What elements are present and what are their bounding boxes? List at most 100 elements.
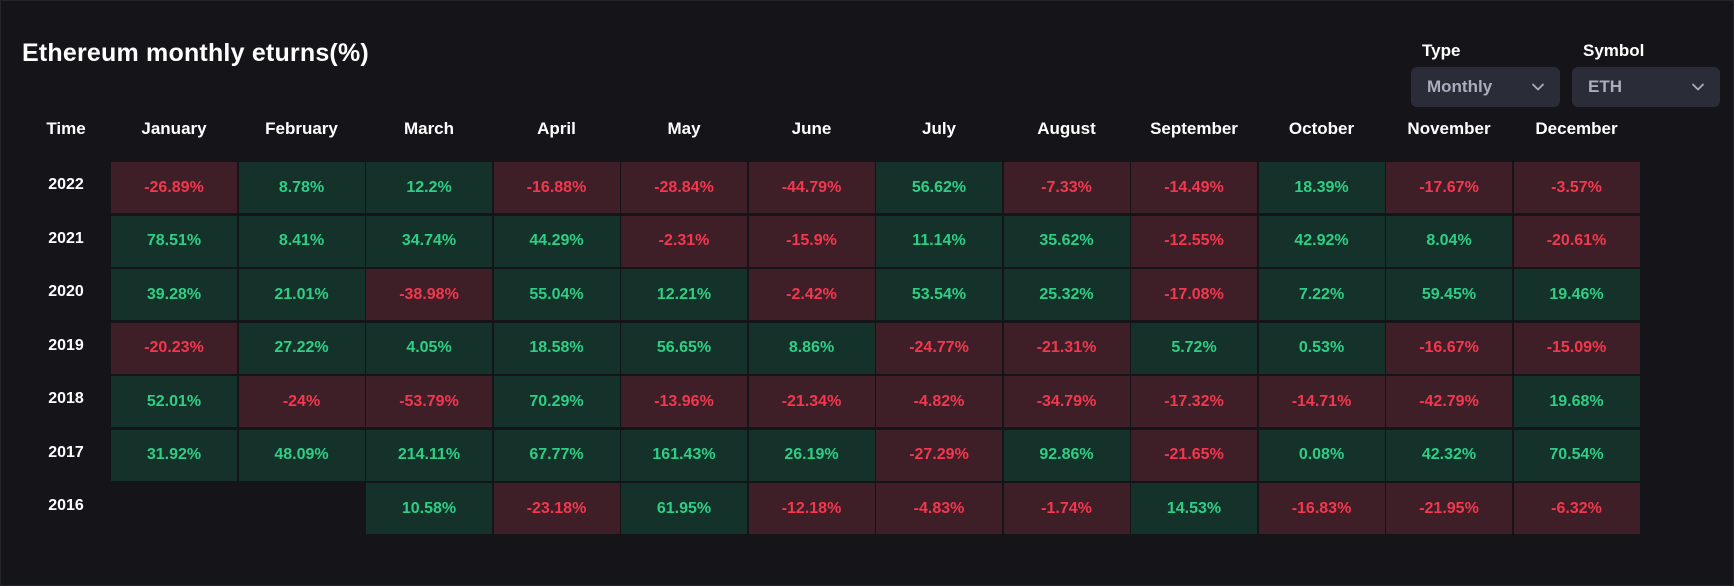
return-cell: 214.11% (366, 429, 492, 481)
return-cell: 10.58% (366, 483, 492, 534)
month-column-header: April (537, 119, 576, 138)
return-cell: 21.01% (238, 269, 365, 320)
return-cell (111, 483, 237, 534)
return-cell: -17.67% (1386, 162, 1512, 213)
return-cell: -44.79% (748, 162, 875, 213)
return-cell: -24.77% (876, 322, 1002, 374)
return-cell: 11.14% (876, 215, 1002, 267)
return-cell: -16.67% (1386, 322, 1512, 374)
return-cell: -21.65% (1131, 429, 1257, 481)
type-select-value: Monthly (1427, 77, 1493, 96)
return-cell: 8.86% (748, 322, 875, 374)
page-title: Ethereum monthly eturns(%) (22, 39, 369, 67)
return-cell: -21.95% (1386, 483, 1512, 534)
symbol-select-value: ETH (1588, 77, 1622, 96)
return-cell: -23.18% (493, 483, 620, 534)
return-cell: -14.49% (1131, 162, 1257, 213)
return-cell: 7.22% (1258, 269, 1385, 320)
return-cell (239, 483, 365, 534)
return-cell: 56.65% (621, 322, 747, 374)
return-cell: 26.19% (748, 429, 875, 481)
return-cell: -1.74% (1003, 483, 1130, 534)
return-cell: 52.01% (111, 376, 237, 427)
return-cell: -16.88% (493, 162, 620, 213)
month-column-header: December (1535, 119, 1618, 138)
return-cell: -34.79% (1003, 376, 1130, 427)
return-cell: -26.89% (111, 162, 237, 213)
month-column-header: July (921, 119, 957, 138)
return-cell: -4.82% (876, 376, 1002, 427)
return-cell: 12.2% (366, 162, 492, 213)
year-label: 2020 (48, 283, 84, 300)
return-cell: -4.83% (876, 483, 1002, 534)
return-cell: -14.71% (1258, 376, 1385, 427)
year-label: 2019 (48, 336, 84, 354)
return-cell: 67.77% (493, 429, 620, 481)
year-label: 2018 (48, 390, 84, 407)
month-column-header: January (141, 119, 207, 138)
return-cell: -3.57% (1513, 162, 1640, 213)
month-column-header: June (791, 119, 832, 138)
chevron-down-icon (1530, 79, 1546, 95)
return-cell: -15.09% (1513, 322, 1640, 374)
return-cell: 48.09% (238, 429, 365, 481)
return-cell: -13.96% (621, 376, 747, 427)
return-cell: -6.32% (1513, 483, 1640, 534)
return-cell: -15.9% (748, 215, 875, 267)
month-column-header: March (403, 119, 455, 138)
month-column-header: November (1407, 119, 1491, 138)
return-cell: 19.46% (1513, 269, 1640, 320)
return-cell: 42.92% (1258, 215, 1385, 267)
return-cell: 14.53% (1131, 483, 1257, 534)
return-cell: -28.84% (621, 162, 747, 213)
return-cell: 5.72% (1131, 322, 1257, 374)
return-cell: 8.78% (238, 162, 365, 213)
return-cell: -7.33% (1003, 162, 1130, 213)
return-cell: 92.86% (1003, 429, 1130, 481)
return-cell: 61.95% (621, 483, 747, 534)
return-cell: -2.42% (748, 269, 875, 320)
return-cell: -53.79% (366, 376, 492, 427)
type-filter-label: Type (1422, 41, 1461, 60)
return-cell: -21.31% (1003, 322, 1130, 374)
return-cell: 0.08% (1258, 429, 1385, 481)
return-cell: 44.29% (493, 215, 620, 267)
month-column-header: May (667, 119, 701, 138)
return-cell: -12.18% (748, 483, 875, 534)
return-cell: -20.23% (111, 322, 237, 374)
return-cell: 42.32% (1386, 429, 1512, 481)
return-cell: 161.43% (621, 429, 747, 481)
return-cell: 18.39% (1258, 162, 1385, 213)
return-cell: -38.98% (366, 269, 492, 320)
month-column-header: February (265, 119, 338, 138)
month-column-header: September (1150, 119, 1238, 138)
return-cell: -27.29% (876, 429, 1002, 481)
return-cell: -21.34% (748, 376, 875, 427)
return-cell: 4.05% (366, 322, 492, 374)
symbol-filter-label: Symbol (1583, 41, 1645, 60)
return-cell: 59.45% (1386, 269, 1512, 320)
year-label: 2017 (48, 443, 84, 461)
type-select[interactable]: Monthly (1411, 67, 1560, 107)
return-cell: 55.04% (493, 269, 620, 320)
return-cell: 35.62% (1003, 215, 1130, 267)
return-cell: -42.79% (1386, 376, 1512, 427)
symbol-select[interactable]: ETH (1572, 67, 1720, 107)
return-cell: 8.41% (238, 215, 365, 267)
month-column-header: August (1037, 119, 1096, 138)
return-cell: -16.83% (1258, 483, 1385, 534)
return-cell: 0.53% (1258, 322, 1385, 374)
year-label: 2016 (48, 497, 84, 514)
time-column-header: Time (46, 119, 86, 138)
return-cell: 12.21% (621, 269, 747, 320)
return-cell: 34.74% (366, 215, 492, 267)
return-cell: 56.62% (876, 162, 1002, 213)
return-cell: 39.28% (111, 269, 237, 320)
return-cell: 31.92% (111, 429, 237, 481)
return-cell: 78.51% (111, 215, 237, 267)
return-cell: 25.32% (1003, 269, 1130, 320)
return-cell: -24% (238, 376, 365, 427)
return-cell: 27.22% (238, 322, 365, 374)
return-cell: 18.58% (493, 322, 620, 374)
month-column-header: October (1288, 119, 1355, 138)
